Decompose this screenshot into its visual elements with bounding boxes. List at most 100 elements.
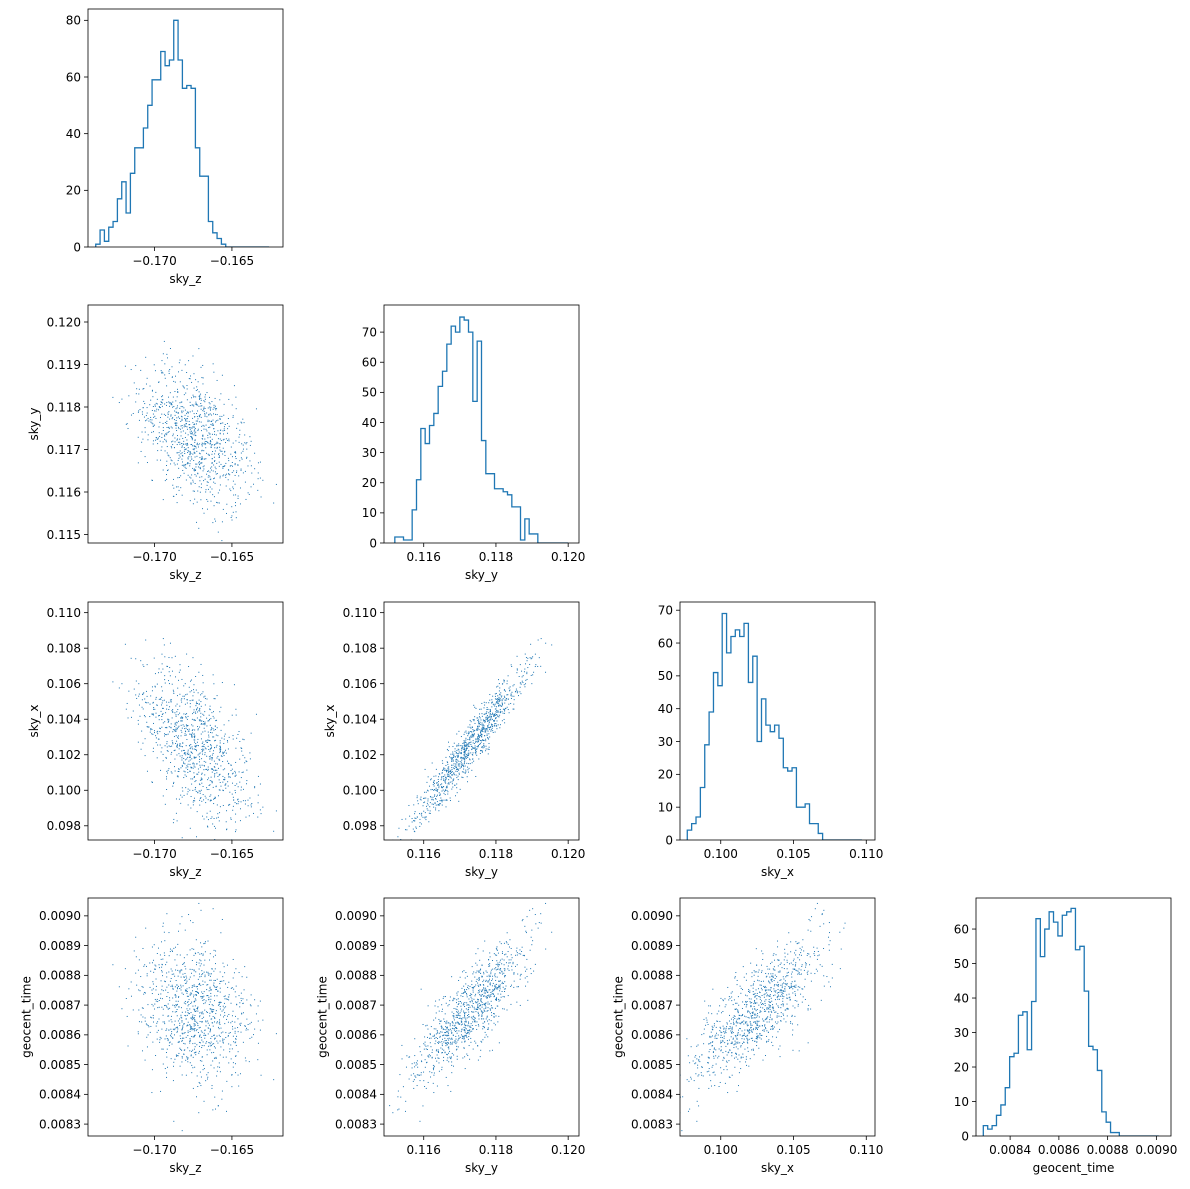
- scatter-point: [481, 1015, 483, 1017]
- scatter-point: [149, 986, 151, 988]
- scatter-point: [183, 1053, 185, 1055]
- scatter-point: [210, 1045, 212, 1047]
- scatter-point: [176, 1005, 178, 1007]
- scatter-point: [159, 727, 161, 729]
- scatter-point: [231, 1020, 233, 1022]
- scatter-point: [203, 480, 205, 482]
- scatter-point: [211, 401, 213, 403]
- scatter-point: [214, 1017, 216, 1019]
- scatter-point: [171, 683, 173, 685]
- scatter-point: [488, 742, 490, 744]
- scatter-point: [192, 1043, 194, 1045]
- scatter-point: [144, 698, 146, 700]
- scatter-point: [235, 761, 237, 763]
- scatter-point: [207, 731, 209, 733]
- scatter-point: [445, 1042, 447, 1044]
- scatter-point: [444, 1037, 446, 1039]
- scatter-point: [183, 464, 185, 466]
- scatter-point: [210, 500, 212, 502]
- scatter-point: [496, 710, 498, 712]
- scatter-point: [192, 801, 194, 803]
- scatter-point: [196, 416, 198, 418]
- scatter-point: [170, 463, 172, 465]
- scatter-point: [475, 972, 477, 974]
- scatter-point: [490, 971, 492, 973]
- scatter-point: [196, 750, 197, 752]
- scatter-point: [471, 1000, 473, 1002]
- scatter-point: [199, 758, 201, 760]
- scatter-point: [463, 1010, 465, 1012]
- scatter-point: [144, 701, 146, 703]
- scatter-point: [400, 839, 402, 840]
- scatter-point: [467, 1038, 469, 1040]
- scatter-point: [441, 783, 443, 785]
- scatter-point: [487, 1028, 489, 1030]
- scatter-point: [193, 430, 195, 432]
- scatter-point: [436, 789, 438, 791]
- scatter-point: [464, 745, 466, 747]
- panel-sky_x-vs-sky_z-scatter: −0.170 −0.1650.0980.1000.1020.1040.1060.1…: [27, 601, 284, 879]
- scatter-point: [448, 1004, 450, 1006]
- scatter-point: [160, 993, 162, 995]
- scatter-point: [222, 475, 224, 477]
- scatter-point: [187, 457, 189, 459]
- scatter-point: [168, 1020, 170, 1022]
- scatter-point: [230, 818, 232, 820]
- scatter-point: [397, 1109, 399, 1111]
- scatter-point: [485, 1018, 487, 1020]
- scatter-point: [161, 402, 163, 404]
- scatter-point: [447, 1085, 449, 1087]
- scatter-point: [482, 1011, 484, 1013]
- scatter-point: [223, 724, 225, 726]
- scatter-point: [203, 749, 205, 751]
- scatter-point: [432, 799, 434, 801]
- scatter-point: [456, 761, 458, 763]
- scatter-point: [214, 954, 216, 956]
- scatter-point: [216, 744, 218, 746]
- scatter-point: [526, 678, 528, 680]
- scatter-point: [445, 756, 447, 758]
- scatter-point: [230, 1044, 232, 1046]
- scatter-point: [444, 779, 446, 781]
- scatter-point: [441, 760, 443, 762]
- scatter-point: [185, 727, 187, 729]
- scatter-point: [183, 407, 185, 409]
- scatter-point: [182, 437, 184, 439]
- scatter-point: [206, 1041, 208, 1043]
- scatter-point: [188, 744, 190, 746]
- scatter-point: [232, 1026, 234, 1028]
- scatter-point: [470, 743, 472, 745]
- scatter-point: [139, 715, 141, 717]
- scatter-point: [438, 1018, 440, 1020]
- scatter-point: [487, 980, 489, 982]
- scatter-point: [174, 1058, 176, 1060]
- scatter-point: [198, 761, 200, 763]
- scatter-point: [219, 449, 221, 451]
- scatter-point: [142, 693, 144, 695]
- scatter-point: [203, 1003, 205, 1005]
- scatter-point: [506, 956, 508, 958]
- scatter-point: [182, 430, 184, 432]
- scatter-point: [529, 663, 531, 665]
- scatter-point: [133, 382, 135, 384]
- scatter-point: [171, 657, 173, 659]
- scatter-point: [222, 1005, 224, 1007]
- scatter-point: [435, 789, 437, 791]
- scatter-point: [135, 956, 137, 958]
- scatter-point: [176, 396, 178, 398]
- scatter-point: [478, 741, 480, 743]
- scatter-point: [467, 735, 469, 737]
- scatter-point: [188, 420, 190, 422]
- scatter-point: [161, 1006, 163, 1008]
- scatter-point: [216, 695, 218, 697]
- scatter-point: [454, 998, 456, 1000]
- y-tick-label: 0.108: [47, 641, 81, 655]
- scatter-point: [182, 410, 184, 412]
- scatter-point: [124, 365, 126, 367]
- y-tick-label: 40: [362, 416, 377, 430]
- scatter-point: [197, 988, 199, 990]
- scatter-point: [211, 462, 213, 464]
- scatter-point: [193, 748, 195, 750]
- scatter-point: [525, 663, 527, 665]
- scatter-point: [157, 443, 159, 445]
